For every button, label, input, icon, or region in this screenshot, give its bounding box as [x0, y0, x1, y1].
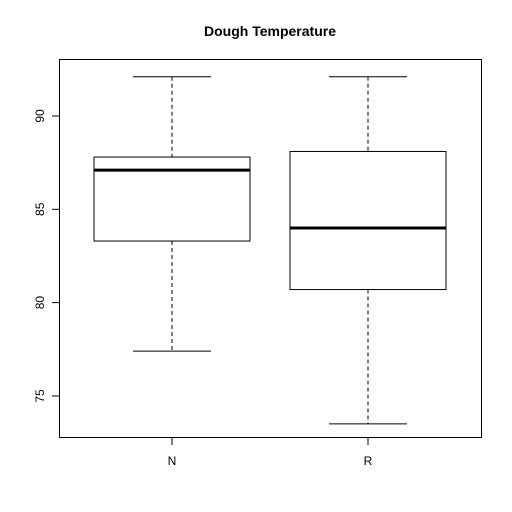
- y-tick-label: 85: [33, 202, 47, 216]
- x-tick-label: R: [364, 454, 373, 468]
- y-tick-label: 90: [33, 109, 47, 123]
- y-axis: 75 80 85 90: [33, 109, 60, 403]
- box-R: [289, 76, 447, 425]
- x-tick-label: N: [168, 454, 177, 468]
- y-tick-label: 75: [33, 389, 47, 403]
- box-N: [93, 76, 251, 352]
- iqr-box: [289, 150, 447, 291]
- chart-title: Dough Temperature: [204, 23, 336, 39]
- y-tick-label: 80: [33, 296, 47, 310]
- boxes-layer: [93, 76, 447, 425]
